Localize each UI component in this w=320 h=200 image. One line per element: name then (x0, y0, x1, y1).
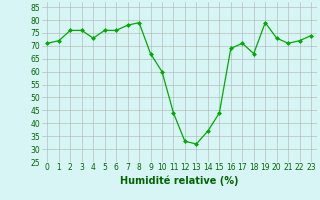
X-axis label: Humidité relative (%): Humidité relative (%) (120, 175, 238, 186)
